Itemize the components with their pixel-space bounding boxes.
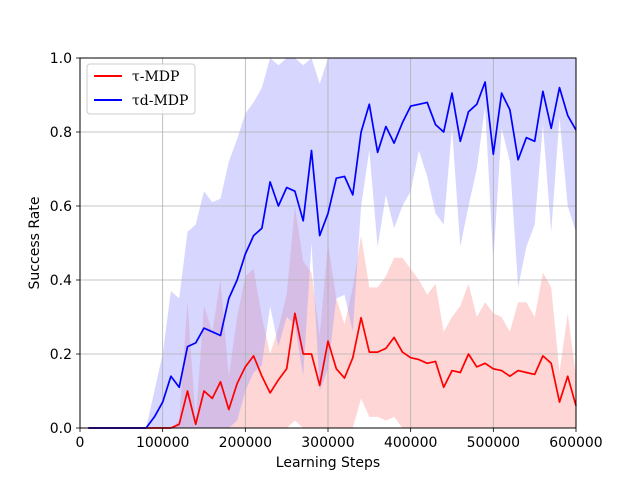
x-tick-label-3: 300000 — [301, 435, 354, 451]
x-tick-label-6: 600000 — [549, 435, 602, 451]
y-axis-label: Success Rate — [27, 197, 43, 290]
x-tick-label-2: 200000 — [219, 435, 272, 451]
x-tick-label-1: 100000 — [136, 435, 189, 451]
y-tick-label-1: 0.2 — [50, 347, 72, 363]
legend-label-tau-d-mdp: τd-MDP — [132, 93, 188, 109]
legend: τ-MDP τd-MDP — [86, 63, 196, 115]
y-tick-label-5: 1.0 — [50, 51, 72, 67]
series-0-band — [88, 206, 577, 428]
y-tick-label-3: 0.6 — [50, 199, 72, 215]
x-tick-label-5: 500000 — [467, 435, 520, 451]
confidence-bands — [88, 58, 577, 428]
x-axis-label: Learning Steps — [276, 455, 380, 471]
y-tick-label-0: 0.0 — [50, 421, 72, 437]
x-tick-label-0: 0 — [76, 435, 85, 451]
y-axis-ticks: 0.0 0.2 0.4 0.6 0.8 1.0 — [50, 51, 80, 437]
x-axis-ticks: 0 100000 200000 300000 400000 500000 600000 — [76, 428, 603, 451]
x-tick-label-4: 400000 — [384, 435, 437, 451]
y-tick-label-4: 0.8 — [50, 125, 72, 141]
legend-label-tau-mdp: τ-MDP — [132, 69, 179, 85]
y-tick-label-2: 0.4 — [50, 273, 72, 289]
series-1-band — [88, 58, 577, 428]
series-1-line — [88, 81, 577, 429]
